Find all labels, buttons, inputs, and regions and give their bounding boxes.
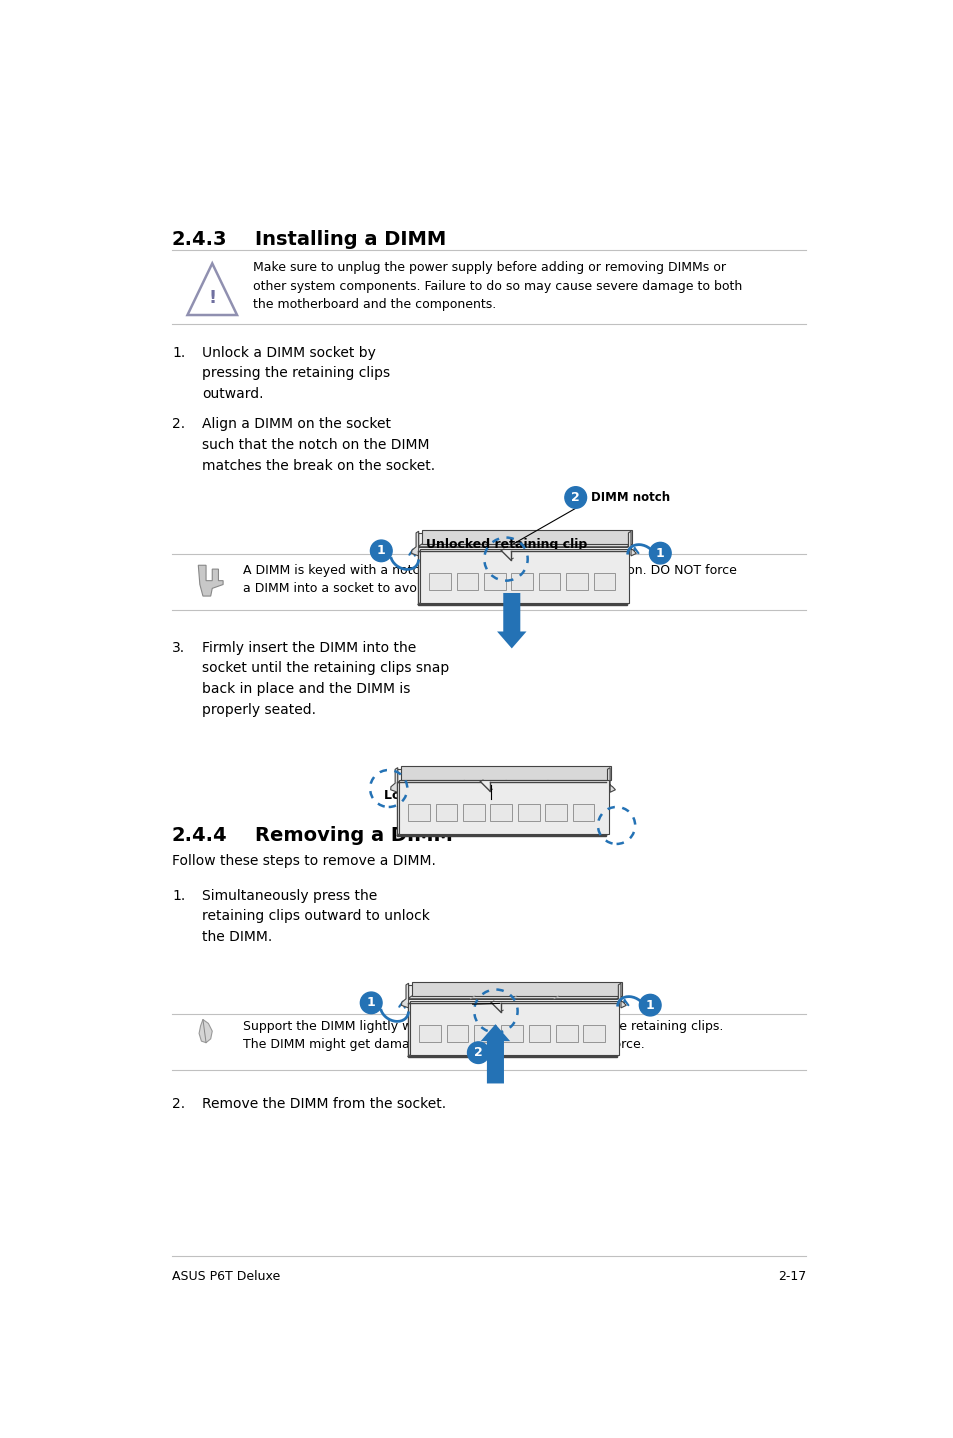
Polygon shape bbox=[556, 1025, 578, 1043]
Text: 2: 2 bbox=[474, 1047, 482, 1060]
Text: 1.: 1. bbox=[172, 345, 185, 360]
Text: 1: 1 bbox=[367, 997, 375, 1009]
Polygon shape bbox=[407, 995, 621, 999]
Polygon shape bbox=[628, 531, 636, 557]
Circle shape bbox=[360, 992, 381, 1014]
Polygon shape bbox=[583, 1025, 604, 1043]
Polygon shape bbox=[490, 804, 512, 821]
Polygon shape bbox=[419, 549, 629, 603]
Text: Follow these steps to remove a DIMM.: Follow these steps to remove a DIMM. bbox=[172, 854, 436, 869]
Polygon shape bbox=[396, 769, 605, 784]
Polygon shape bbox=[417, 551, 626, 604]
Polygon shape bbox=[417, 533, 626, 546]
Polygon shape bbox=[199, 1020, 212, 1043]
Text: Remove the DIMM from the socket.: Remove the DIMM from the socket. bbox=[202, 1097, 446, 1110]
Text: 1: 1 bbox=[656, 546, 664, 559]
Polygon shape bbox=[417, 544, 631, 546]
Polygon shape bbox=[474, 1025, 496, 1043]
Text: 1: 1 bbox=[645, 998, 654, 1012]
FancyArrow shape bbox=[497, 592, 526, 649]
Polygon shape bbox=[517, 804, 539, 821]
Polygon shape bbox=[396, 834, 608, 835]
Text: 2.: 2. bbox=[172, 417, 185, 431]
Polygon shape bbox=[607, 768, 615, 792]
Text: 2: 2 bbox=[571, 490, 579, 503]
Polygon shape bbox=[483, 572, 505, 590]
Polygon shape bbox=[593, 572, 615, 590]
Polygon shape bbox=[500, 1025, 522, 1043]
Polygon shape bbox=[429, 572, 451, 590]
Polygon shape bbox=[407, 1055, 618, 1057]
Text: Installing a DIMM: Installing a DIMM bbox=[254, 230, 446, 249]
Text: 1: 1 bbox=[376, 545, 385, 558]
Circle shape bbox=[649, 542, 671, 564]
Polygon shape bbox=[410, 1001, 618, 1055]
Polygon shape bbox=[545, 804, 566, 821]
Polygon shape bbox=[407, 985, 617, 999]
Text: Align a DIMM on the socket
such that the notch on the DIMM
matches the break on : Align a DIMM on the socket such that the… bbox=[202, 417, 435, 473]
Polygon shape bbox=[412, 982, 621, 995]
Polygon shape bbox=[511, 572, 533, 590]
Text: ASUS P6T Deluxe: ASUS P6T Deluxe bbox=[172, 1270, 280, 1283]
Polygon shape bbox=[538, 572, 560, 590]
Polygon shape bbox=[198, 565, 223, 597]
Polygon shape bbox=[618, 984, 625, 1008]
Text: Unlocked retaining clip: Unlocked retaining clip bbox=[426, 538, 587, 551]
Polygon shape bbox=[528, 1025, 550, 1043]
Text: Firmly insert the DIMM into the
socket until the retaining clips snap
back in pl: Firmly insert the DIMM into the socket u… bbox=[202, 641, 449, 716]
Circle shape bbox=[564, 486, 586, 508]
Polygon shape bbox=[411, 531, 418, 557]
Text: Support the DIMM lightly with your fingers when pressing the retaining clips.
Th: Support the DIMM lightly with your finge… bbox=[243, 1020, 723, 1051]
Polygon shape bbox=[408, 804, 430, 821]
Polygon shape bbox=[396, 781, 610, 784]
Text: 3.: 3. bbox=[172, 641, 185, 654]
Text: 2.: 2. bbox=[172, 1097, 185, 1110]
Polygon shape bbox=[407, 1002, 617, 1057]
Text: Locked Retaining Clip: Locked Retaining Clip bbox=[383, 788, 535, 801]
Text: DIMM notch: DIMM notch bbox=[591, 490, 670, 503]
Polygon shape bbox=[187, 263, 236, 315]
Polygon shape bbox=[399, 779, 608, 834]
Text: Removing a DIMM: Removing a DIMM bbox=[254, 825, 453, 844]
Polygon shape bbox=[456, 572, 477, 590]
Text: !: ! bbox=[208, 289, 216, 308]
Polygon shape bbox=[565, 572, 587, 590]
Circle shape bbox=[639, 994, 660, 1015]
Polygon shape bbox=[391, 768, 397, 792]
Text: 2.4.3: 2.4.3 bbox=[172, 230, 227, 249]
Polygon shape bbox=[401, 984, 408, 1008]
Polygon shape bbox=[446, 1025, 468, 1043]
Polygon shape bbox=[436, 804, 456, 821]
Text: 2-17: 2-17 bbox=[777, 1270, 805, 1283]
Polygon shape bbox=[396, 782, 605, 835]
Polygon shape bbox=[462, 804, 484, 821]
Text: Make sure to unplug the power supply before adding or removing DIMMs or
other sy: Make sure to unplug the power supply bef… bbox=[253, 262, 741, 311]
Polygon shape bbox=[417, 603, 629, 604]
Polygon shape bbox=[401, 766, 610, 781]
Text: DIMM notch: DIMM notch bbox=[433, 1005, 512, 1018]
Polygon shape bbox=[572, 804, 594, 821]
Text: 1.: 1. bbox=[172, 889, 185, 903]
Circle shape bbox=[370, 541, 392, 562]
Text: Unlock a DIMM socket by
pressing the retaining clips
outward.: Unlock a DIMM socket by pressing the ret… bbox=[202, 345, 390, 401]
Circle shape bbox=[467, 1043, 489, 1064]
Polygon shape bbox=[422, 529, 631, 544]
Polygon shape bbox=[418, 1025, 440, 1043]
Text: Simultaneously press the
retaining clips outward to unlock
the DIMM.: Simultaneously press the retaining clips… bbox=[202, 889, 430, 943]
Text: A DIMM is keyed with a notch so that it fits in only one direction. DO NOT force: A DIMM is keyed with a notch so that it … bbox=[243, 564, 737, 595]
Text: 2.4.4: 2.4.4 bbox=[172, 825, 228, 844]
FancyArrow shape bbox=[480, 1024, 510, 1083]
